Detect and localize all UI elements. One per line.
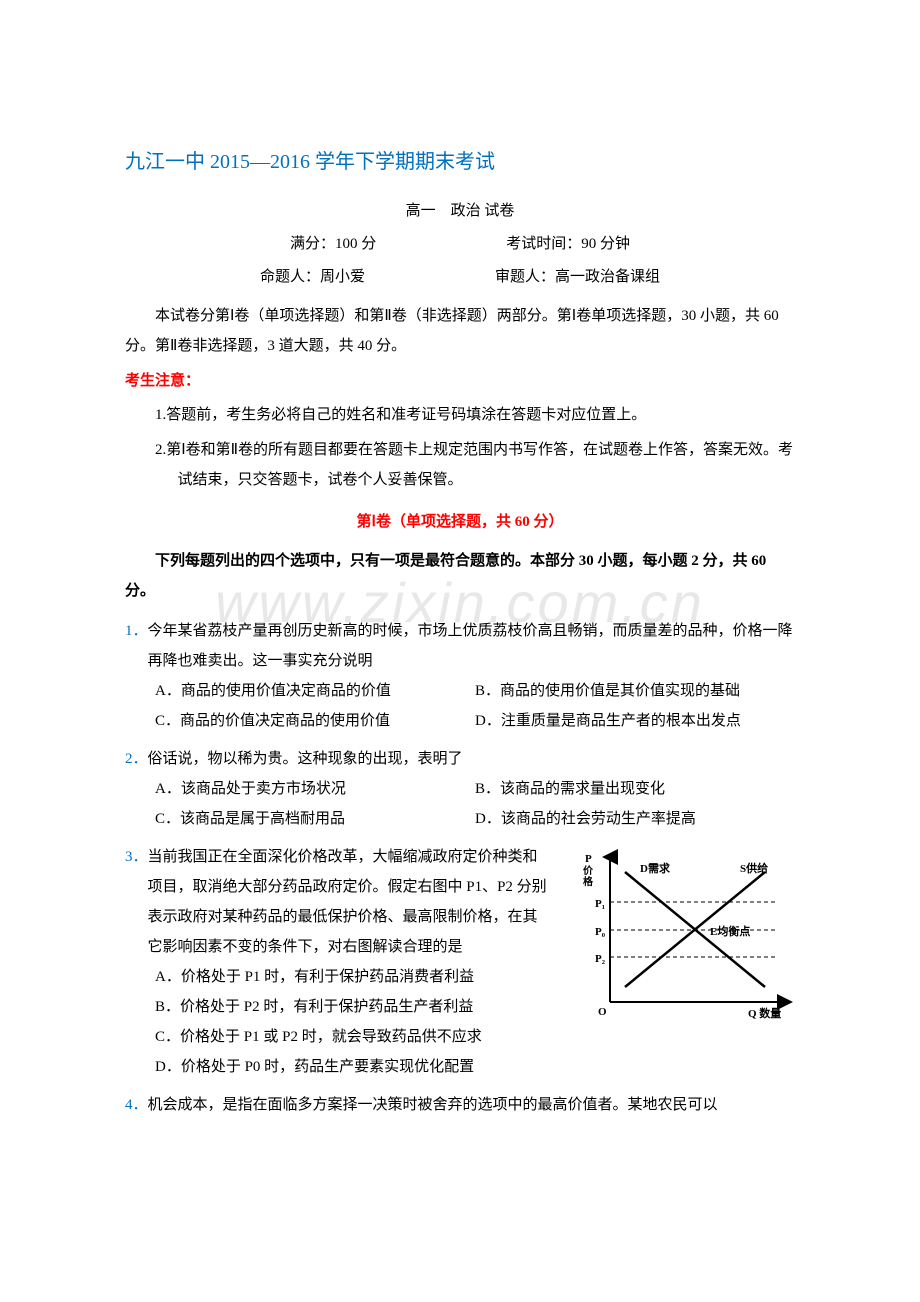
- reviewer-label: 审题人：高一政治备课组: [495, 265, 660, 286]
- author-reviewer-row: 命题人：周小爱 审题人：高一政治备课组: [125, 265, 795, 286]
- question-4-text: 4．机会成本，是指在面临多方案择一决策时被舍弃的选项中的最高价值者。某地农民可以: [125, 1090, 795, 1120]
- exam-title: 九江一中 2015—2016 学年下学期期末考试: [125, 145, 795, 174]
- p1-label: P₁: [595, 898, 605, 910]
- x-axis-label: Q 数量: [748, 1006, 781, 1020]
- section-1-header: 第Ⅰ卷（单项选择题，共 60 分）: [125, 510, 795, 531]
- p2-label: P₂: [595, 953, 606, 965]
- question-1-text: 1．今年某省荔枝产量再创历史新高的时候，市场上优质荔枝价高且畅销，而质量差的品种…: [125, 616, 795, 676]
- question-4: 4．机会成本，是指在面临多方案择一决策时被舍弃的选项中的最高价值者。某地农民可以: [125, 1090, 795, 1120]
- q2-option-b: B．该商品的需求量出现变化: [475, 774, 795, 804]
- p0-label: P₀: [595, 926, 606, 938]
- exam-intro: 本试卷分第Ⅰ卷（单项选择题）和第Ⅱ卷（非选择题）两部分。第Ⅰ卷单项选择题，30 …: [125, 301, 795, 361]
- score-time-row: 满分：100 分 考试时间：90 分钟: [125, 232, 795, 253]
- q2-number: 2．: [125, 751, 148, 767]
- q3-option-b: B．价格处于 P2 时，有利于保护药品生产者利益: [125, 992, 547, 1022]
- section-1-intro: 下列每题列出的四个选项中，只有一项是最符合题意的。本部分 30 小题，每小题 2…: [125, 546, 795, 606]
- question-3: 3．当前我国正在全面深化价格改革，大幅缩减政府定价种类和项目，取消绝大部分药品政…: [125, 842, 795, 1082]
- origin-label: O: [598, 1006, 607, 1018]
- q1-option-c: C．商品的价值决定商品的使用价值: [155, 706, 475, 736]
- q1-number: 1．: [125, 623, 148, 639]
- question-1: 1．今年某省荔枝产量再创历史新高的时候，市场上优质荔枝价高且畅销，而质量差的品种…: [125, 616, 795, 736]
- q3-option-d: D．价格处于 P0 时，药品生产要素实现优化配置: [125, 1052, 795, 1082]
- q1-option-d: D．注重质量是商品生产者的根本出发点: [475, 706, 795, 736]
- svg-text:P: P: [585, 853, 592, 865]
- q1-option-a: A．商品的使用价值决定商品的价值: [155, 676, 475, 706]
- question-2: 2．俗话说，物以稀为贵。这种现象的出现，表明了 A．该商品处于卖方市场状况 B．…: [125, 744, 795, 834]
- q2-option-a: A．该商品处于卖方市场状况: [155, 774, 475, 804]
- question-3-text: 3．当前我国正在全面深化价格改革，大幅缩减政府定价种类和项目，取消绝大部分药品政…: [125, 842, 547, 962]
- q1-body: 今年某省荔枝产量再创历史新高的时候，市场上优质荔枝价高且畅销，而质量差的品种，价…: [148, 623, 793, 669]
- q3-number: 3．: [125, 849, 148, 865]
- q3-option-c: C．价格处于 P1 或 P2 时，就会导致药品供不应求: [125, 1022, 795, 1052]
- demand-label: D需求: [640, 861, 671, 875]
- question-2-text: 2．俗话说，物以稀为贵。这种现象的出现，表明了: [125, 744, 795, 774]
- notice-item-1: 1.答题前，考生务必将自己的姓名和准考证号码填涂在答题卡对应位置上。: [148, 400, 796, 430]
- q4-body: 机会成本，是指在面临多方案择一决策时被舍弃的选项中的最高价值者。某地农民可以: [148, 1097, 718, 1113]
- q3-option-a: A．价格处于 P1 时，有利于保护药品消费者利益: [125, 962, 547, 992]
- q2-option-c: C．该商品是属于高档耐用品: [155, 804, 475, 834]
- svg-text:价: 价: [583, 865, 594, 877]
- q1-option-b: B．商品的使用价值是其价值实现的基础: [475, 676, 795, 706]
- q2-option-d: D．该商品的社会劳动生产率提高: [475, 804, 795, 834]
- notice-item-2: 2.第Ⅰ卷和第Ⅱ卷的所有题目都要在答题卡上规定范围内书写作答，在试题卷上作答，答…: [148, 435, 796, 495]
- q2-body: 俗话说，物以稀为贵。这种现象的出现，表明了: [148, 751, 463, 767]
- notice-header: 考生注意：: [125, 369, 795, 390]
- svg-text:格: 格: [583, 875, 594, 888]
- score-label: 满分：100 分: [290, 232, 376, 253]
- q4-number: 4．: [125, 1097, 148, 1113]
- time-label: 考试时间：90 分钟: [506, 232, 630, 253]
- author-label: 命题人：周小爱: [260, 265, 365, 286]
- supply-label: S供给: [740, 861, 768, 875]
- supply-demand-chart: P 价 格 D需求 S供给 E均衡点 P₁ P₀ P₂ O Q 数量: [580, 847, 795, 1022]
- equilibrium-label: E均衡点: [710, 924, 750, 938]
- exam-subtitle: 高一 政治 试卷: [125, 199, 795, 220]
- q3-body: 当前我国正在全面深化价格改革，大幅缩减政府定价种类和项目，取消绝大部分药品政府定…: [148, 849, 547, 955]
